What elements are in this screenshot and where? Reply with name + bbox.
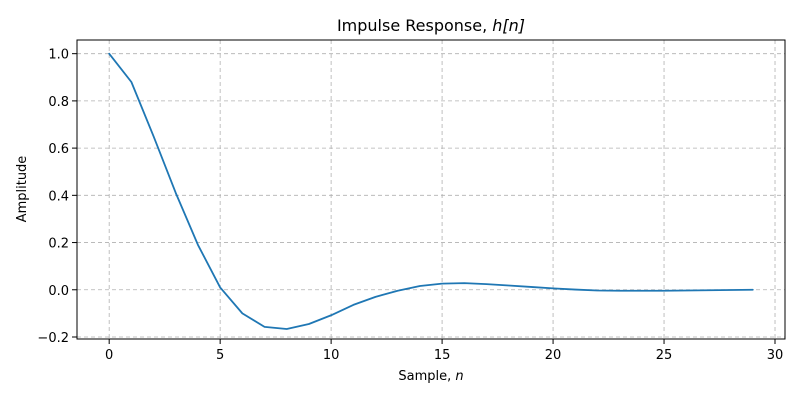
x-tick-label: 10 bbox=[323, 348, 340, 363]
x-axis-label-prefix: Sample, bbox=[398, 369, 455, 384]
impulse-response-line bbox=[108, 52, 754, 330]
x-tick-label: 5 bbox=[216, 348, 224, 363]
axes bbox=[72, 39, 786, 344]
chart-title-math: h[n] bbox=[492, 16, 525, 35]
series-layer bbox=[108, 52, 754, 330]
y-tick-label: −0.2 bbox=[37, 331, 69, 346]
y-tick-label: 0.8 bbox=[48, 95, 69, 110]
y-tick-label: 0.6 bbox=[48, 142, 69, 157]
y-tick-label: 0.0 bbox=[48, 284, 69, 299]
x-axis-label-math: n bbox=[455, 369, 463, 384]
chart-title: Impulse Response, h[n] bbox=[337, 16, 525, 35]
x-tick-label: 0 bbox=[105, 348, 113, 363]
x-tick-label: 30 bbox=[767, 348, 784, 363]
chart-title-prefix: Impulse Response, bbox=[337, 16, 492, 35]
x-axis-label: Sample, n bbox=[398, 369, 463, 384]
x-tick-label: 20 bbox=[545, 348, 562, 363]
tick-labels: 0 5 10 15 20 25 30 −0.2 0.0 0.2 0.4 0.6 0.8 1.0 bbox=[37, 48, 783, 363]
plot-frame bbox=[76, 39, 786, 340]
y-tick-label: 0.4 bbox=[48, 189, 69, 204]
y-tick-label: 0.2 bbox=[48, 237, 69, 252]
grid bbox=[77, 40, 785, 339]
x-tick-label: 25 bbox=[656, 348, 673, 363]
x-tick-label: 15 bbox=[434, 348, 451, 363]
y-tick-label: 1.0 bbox=[48, 48, 69, 63]
y-axis-label: Amplitude bbox=[15, 156, 30, 223]
